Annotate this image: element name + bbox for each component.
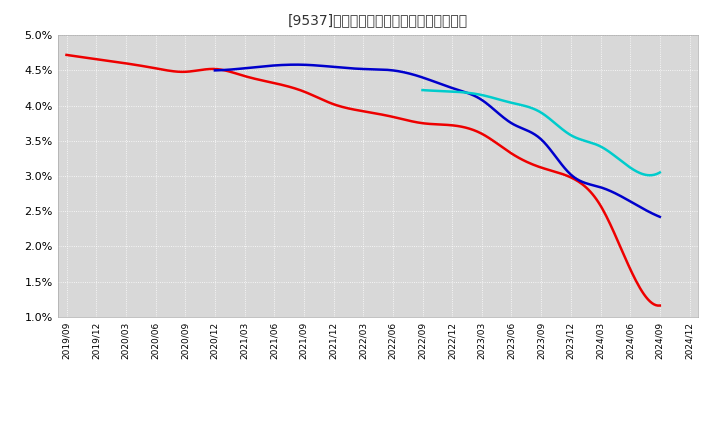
- 7年: [634, 169, 642, 175]
- 3年: [415, 120, 424, 125]
- 7年: [559, 128, 568, 133]
- Legend: 3年, 5年, 7年, 10年: 3年, 5年, 7年, 10年: [218, 434, 538, 440]
- 7年: [559, 127, 567, 132]
- 7年: [655, 170, 664, 175]
- 5年: [477, 97, 485, 102]
- 5年: [616, 193, 624, 198]
- 3年: [562, 173, 571, 178]
- 3年: [64, 52, 73, 58]
- 5年: [655, 214, 664, 220]
- 7年: [419, 88, 428, 93]
- Line: 3年: 3年: [66, 55, 660, 305]
- 5年: [485, 103, 493, 108]
- Title: [9537]　経常利益マージンの平均値の推移: [9537] 経常利益マージンの平均値の推移: [288, 13, 468, 27]
- Line: 5年: 5年: [215, 65, 660, 217]
- Line: 7年: 7年: [423, 90, 660, 175]
- 7年: [618, 159, 627, 165]
- 5年: [210, 68, 219, 73]
- 3年: [62, 52, 71, 58]
- 5年: [587, 182, 595, 187]
- 3年: [600, 209, 608, 215]
- 7年: [645, 172, 654, 178]
- 3年: [654, 303, 662, 308]
- 3年: [655, 303, 664, 308]
- 7年: [564, 131, 572, 136]
- 7年: [418, 88, 427, 93]
- 3年: [426, 121, 434, 127]
- 5年: [212, 68, 220, 73]
- 5年: [475, 96, 484, 101]
- 5年: [292, 62, 301, 67]
- 3年: [413, 120, 422, 125]
